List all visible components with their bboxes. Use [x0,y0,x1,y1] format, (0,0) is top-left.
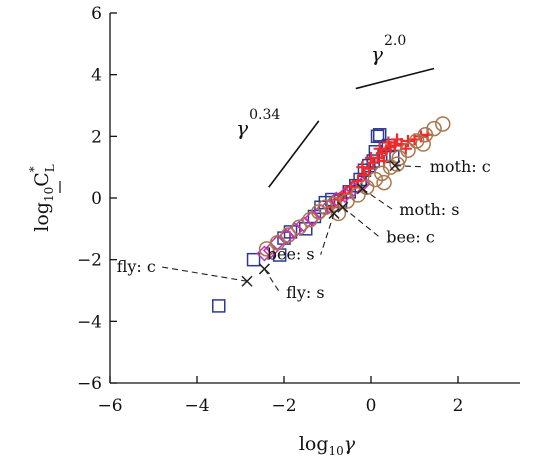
y-axis-title: log10C* L [27,164,57,232]
plus-point [388,139,401,152]
annotation: fly: c [117,257,253,287]
slope-exponent-label: 2.0 [384,33,406,49]
circle-point [358,179,375,195]
annotation-label: fly: s [286,283,324,302]
annotation-x-marker [258,263,270,275]
x-tick-label: −2 [271,396,296,416]
y-tick-label: 0 [91,189,102,209]
annotation-leader [263,268,281,294]
axis-labels: log10γ log10C* L [27,164,356,458]
circle-point [330,205,347,222]
circle-point [435,116,451,132]
slope-exponent-label: 0.34 [249,107,280,123]
annotation-x-marker [356,183,368,195]
slope-line [268,120,320,188]
annotation-x-marker [328,207,340,219]
annotation-label: moth: c [430,157,491,176]
square-point [372,128,387,142]
annotation-label: bee: c [386,228,435,247]
circle-point [317,199,334,215]
y-axis-title-text: log10C* L [27,164,57,232]
annotation-leader [342,206,381,239]
circle-point [391,150,408,166]
annotation-leader [161,266,248,282]
circle-point [350,187,366,203]
annotation-label: fly: c [117,257,156,276]
plus-point [358,168,371,181]
y-tick-label: 4 [91,66,102,86]
x-tick-label: 0 [366,396,377,416]
annotation-x-marker [389,160,401,172]
y-tick-label: −2 [77,251,102,271]
circle-point [415,136,431,152]
circle-point [426,120,442,137]
x-axis-title: log10γ [299,433,356,458]
slope-line [355,67,435,90]
plus-point [365,151,377,164]
slope-marker: γ0.34 [236,107,320,188]
y-tick-label: −4 [77,312,102,332]
annotations: moth: c moth: s bee: c bee: s fly: c fly: s [117,157,491,302]
y-tick-label: 2 [91,127,102,147]
plus-point [382,136,395,149]
circle-point [280,227,297,243]
x-tick-label: 2 [453,396,464,416]
slope-base-label: γ [236,116,248,140]
annotation-x-marker [241,275,253,287]
circle-point [302,211,318,228]
plus-point [338,187,351,200]
plot-area [212,116,451,313]
axes: −6 −4 −2 0 2 4 6 −6 −4 −2 0 2 [77,4,520,416]
x-tick-label: −4 [184,396,209,416]
circle-point [269,234,286,251]
annotation: moth: s [356,183,460,219]
plus-point [391,133,404,146]
plus-point [356,161,369,174]
square-point [386,149,400,164]
slope-marker: γ2.0 [355,33,435,90]
circle-point [291,219,307,236]
circle-point [389,156,405,172]
square-point [370,129,385,144]
y-tick-label: −6 [77,374,102,394]
annotation: fly: s [258,263,325,302]
plus-point [362,162,375,175]
annotation-leader [394,165,424,168]
y-tick-label: 6 [91,4,102,24]
annotation: bee: s [267,207,340,264]
circle-point [376,174,392,191]
annotation: bee: c [337,201,435,247]
annotation-leader [320,213,335,255]
annotation-label: bee: s [267,245,315,264]
x-tick-label: −6 [97,396,122,416]
plus-point [373,142,386,155]
annotation: moth: c [389,157,491,176]
square-point [212,299,226,313]
annotation-leader [361,188,394,211]
circle-point [326,196,342,212]
circle-series [258,116,451,257]
circle-point [400,142,416,158]
slope-base-label: γ [371,42,383,66]
annotation-label: moth: s [399,200,459,219]
square-point [246,252,261,267]
plus-point [401,134,414,147]
annotation-x-marker [337,201,349,213]
